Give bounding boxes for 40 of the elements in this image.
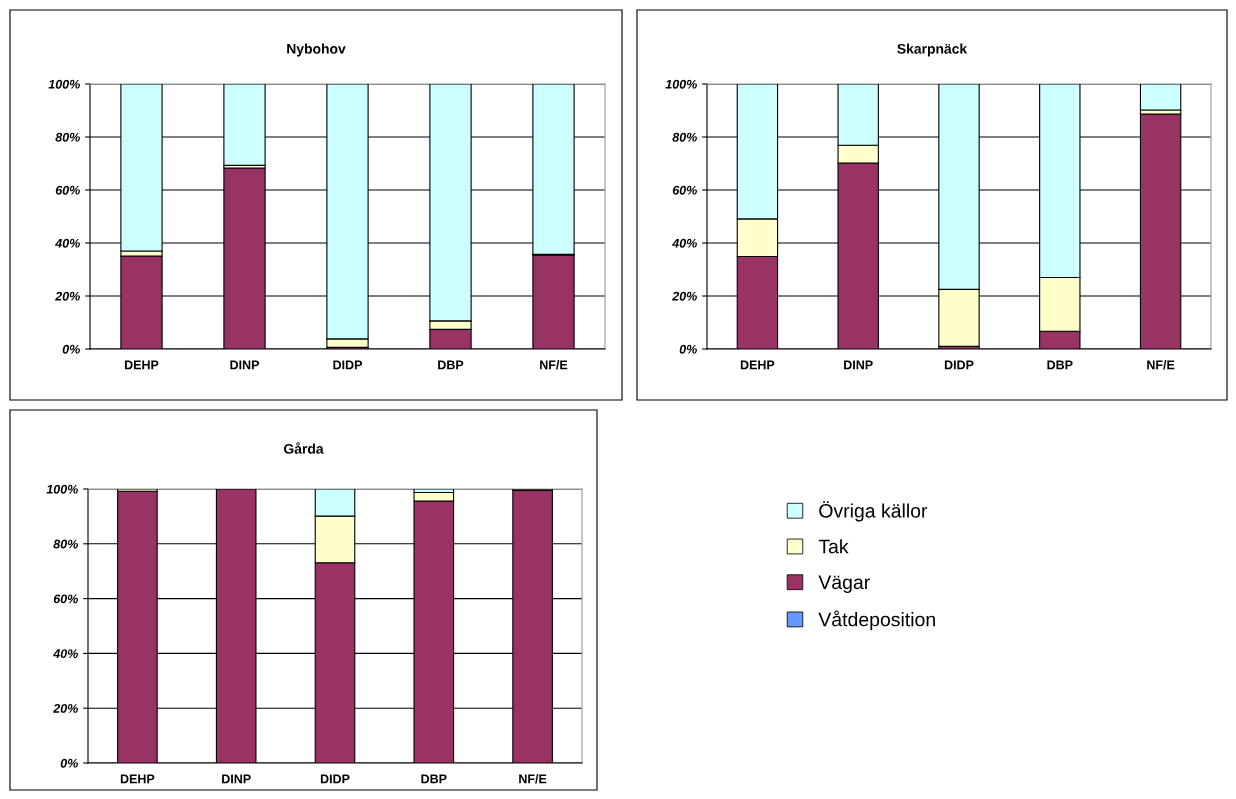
x-tick-label: NF/E xyxy=(519,774,547,784)
x-tick-label: DEHP xyxy=(120,774,155,784)
x-tick-label: DEHP xyxy=(740,360,775,370)
y-tick-label: 20% xyxy=(672,291,697,301)
legend-label: Våtdeposition xyxy=(818,610,935,631)
y-tick-label: 20% xyxy=(55,291,80,301)
y-tick-label: 80% xyxy=(53,539,78,549)
x-tick-label: DBP xyxy=(421,774,447,784)
y-tick-label: 60% xyxy=(53,594,78,604)
y-tick-label: 20% xyxy=(53,704,78,713)
x-tick-label: DINP xyxy=(844,360,873,370)
chart-title: Nybohov xyxy=(287,43,346,57)
chart-title: Skarpnäck xyxy=(897,43,968,57)
x-tick-label: DEHP xyxy=(124,360,159,370)
x-tick-label: DBP xyxy=(438,360,464,370)
y-tick-label: 40% xyxy=(55,238,80,248)
y-tick-label: 60% xyxy=(55,185,80,195)
y-tick-label: 80% xyxy=(55,132,80,142)
x-tick-label: DINP xyxy=(230,360,259,370)
x-tick-label: DBP xyxy=(1047,360,1073,370)
x-tick-label: DIDP xyxy=(944,360,974,370)
y-tick-label: 100% xyxy=(46,484,78,494)
legend-label: Övriga källor xyxy=(819,501,928,522)
x-tick-label: DIDP xyxy=(320,774,350,784)
y-tick-label: 0% xyxy=(62,344,80,354)
x-tick-label: DIDP xyxy=(333,360,362,370)
y-tick-label: 0% xyxy=(679,344,697,354)
y-tick-label: 100% xyxy=(665,79,697,89)
y-tick-label: 40% xyxy=(53,649,78,659)
y-tick-label: 0% xyxy=(60,758,78,768)
x-tick-label: NF/E xyxy=(1147,360,1175,370)
y-tick-label: 60% xyxy=(672,185,697,195)
y-tick-label: 40% xyxy=(672,238,697,248)
x-tick-label: NF/E xyxy=(540,360,568,370)
y-tick-label: 80% xyxy=(672,132,697,142)
chart-title: Gårda xyxy=(284,442,324,454)
y-tick-label: 100% xyxy=(48,79,80,89)
legend-label: Tak xyxy=(818,539,849,554)
legend-label: Vägar xyxy=(818,575,870,593)
x-tick-label: DINP xyxy=(222,774,251,784)
